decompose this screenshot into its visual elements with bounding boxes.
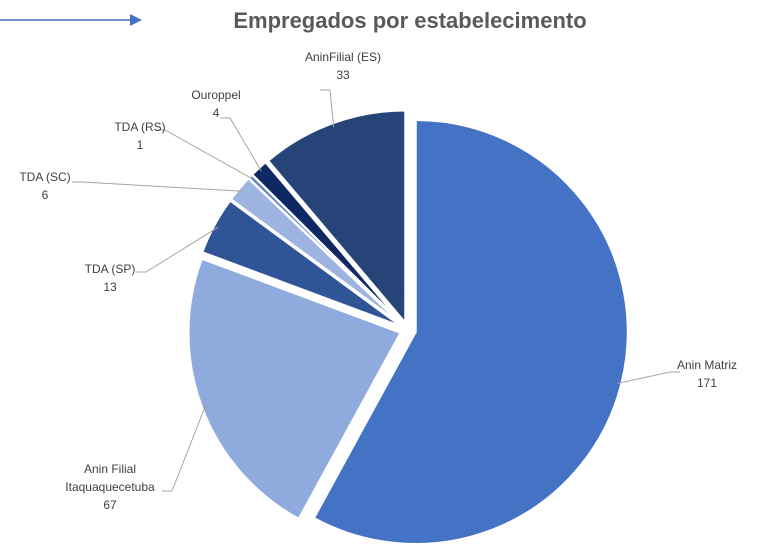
slice-label: Ouroppel	[191, 88, 240, 102]
slice-label: TDA (RS)	[114, 120, 165, 134]
slice-label: TDA (SP)	[85, 262, 136, 276]
pie-slice	[201, 199, 402, 328]
slice-value: 171	[697, 376, 717, 390]
slice-value: 6	[42, 188, 49, 202]
slice-label: Anin Matriz	[677, 358, 737, 372]
slice-label: AninFilial (ES)	[305, 50, 381, 64]
leader-line	[162, 405, 207, 492]
slice-value: 4	[213, 106, 220, 120]
leader-line	[320, 89, 335, 128]
chart-title: Empregados por estabelecimento	[233, 8, 586, 33]
leader-line	[220, 117, 262, 172]
leader-line	[72, 181, 243, 192]
leader-line	[617, 371, 680, 384]
pie-slice	[250, 160, 404, 325]
slice-label: Anin Filial Itaquaquecetuba	[65, 462, 155, 494]
leader-line	[136, 226, 219, 273]
pie-slice	[187, 257, 402, 521]
label-line: Itaquaquecetuba	[65, 480, 155, 494]
slice-label: TDA (SC)	[19, 170, 70, 184]
slice-value: 1	[137, 138, 144, 152]
label-line: Anin Filial	[84, 462, 136, 476]
pie-slice	[266, 109, 407, 326]
leader-line	[155, 129, 254, 180]
slice-value: 67	[103, 498, 117, 512]
arrow-head	[130, 14, 142, 26]
slice-value: 33	[336, 68, 350, 82]
pie-slice	[312, 118, 629, 545]
slice-value: 13	[103, 280, 117, 294]
